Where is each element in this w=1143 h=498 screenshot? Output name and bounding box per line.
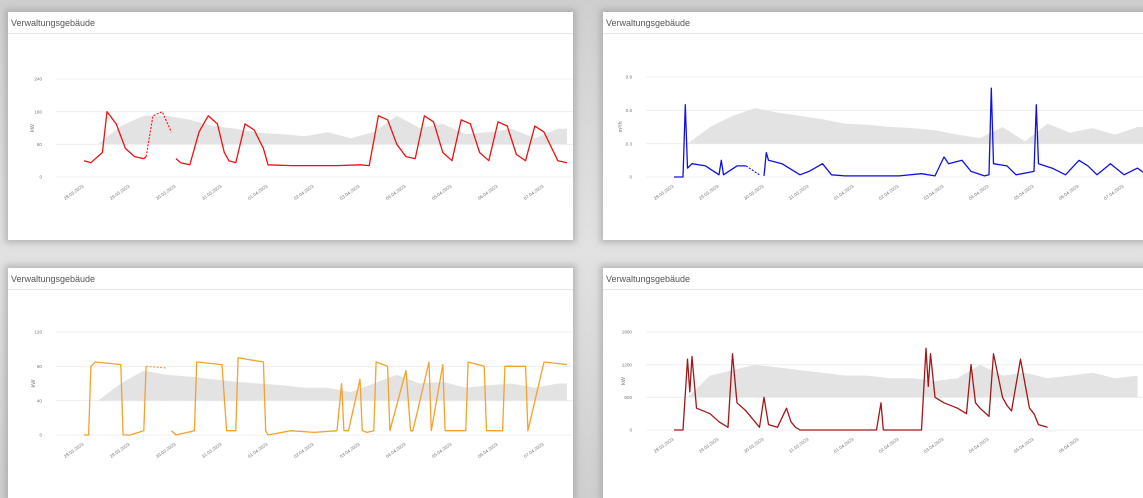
title-divider bbox=[603, 289, 1143, 290]
chart-panel-3: Verwaltungsgebäude 0 40 80 120 kW 28.03.2023 2… bbox=[8, 268, 573, 498]
x-tick-label: 30.03.2023 bbox=[743, 183, 765, 201]
y-axis-label: kW bbox=[30, 123, 36, 132]
y-tick-label: 0 bbox=[39, 175, 42, 180]
x-tick-label: 03.04.2023 bbox=[923, 436, 945, 454]
x-tick-label: 04.04.2023 bbox=[385, 441, 407, 459]
y-tick-label: 0 bbox=[629, 175, 632, 180]
electricity-chart: 0 80 160 240 kW 28.03.2023 29.03.2023 30.03.202… bbox=[30, 77, 573, 201]
x-tick-label: 01.04.2023 bbox=[833, 183, 855, 201]
chart-panel-4: Verwaltungsgebäude 0 600 1200 1800 kW 28.03.2… bbox=[603, 268, 1143, 498]
title-divider bbox=[8, 33, 573, 34]
panel-title: Verwaltungsgebäude bbox=[606, 18, 691, 28]
x-tick-label: 04.04.2023 bbox=[385, 183, 407, 201]
y-tick-label: 600 bbox=[624, 395, 632, 400]
y-tick-label: 0 bbox=[39, 433, 42, 438]
y-tick-label: 0 bbox=[629, 428, 632, 433]
x-tick-label: 05.04.2023 bbox=[431, 183, 453, 201]
x-tick-label: 05.04.2023 bbox=[1013, 436, 1035, 454]
y-tick-label: 80 bbox=[37, 142, 43, 147]
x-tick-label: 29.03.2023 bbox=[698, 183, 720, 201]
x-tick-label: 31.03.2023 bbox=[788, 436, 810, 454]
x-tick-label: 01.04.2023 bbox=[247, 183, 269, 201]
y-axis-label: kW bbox=[621, 376, 627, 385]
series-line-dashed bbox=[145, 110, 172, 157]
x-tick-label: 29.03.2023 bbox=[109, 183, 131, 201]
series-line bbox=[83, 111, 568, 167]
chart-panel-1: Verwaltungsgebäude 0 80 160 240 kW 28.03.2023… bbox=[8, 12, 573, 240]
title-divider bbox=[8, 289, 573, 290]
x-tick-label: 05.04.2023 bbox=[1013, 183, 1035, 201]
x-tick-label: 03.04.2023 bbox=[339, 441, 361, 459]
x-tick-label: 28.03.2023 bbox=[63, 183, 85, 201]
x-tick-label: 28.03.2023 bbox=[63, 441, 85, 459]
x-tick-label: 30.03.2023 bbox=[155, 183, 177, 201]
y-axis-label: kW bbox=[31, 379, 37, 388]
x-tick-label: 30.03.2023 bbox=[155, 441, 177, 459]
y-tick-label: 0.3 bbox=[626, 141, 633, 146]
y-tick-label: 1200 bbox=[622, 362, 633, 367]
x-tick-label: 01.04.2023 bbox=[247, 441, 269, 459]
reference-band bbox=[674, 108, 1143, 144]
x-tick-label: 07.04.2023 bbox=[523, 441, 545, 459]
x-tick-label: 07.04.2023 bbox=[1103, 183, 1125, 201]
reference-band bbox=[84, 115, 567, 145]
x-tick-label: 31.03.2023 bbox=[788, 183, 810, 201]
x-tick-label: 06.04.2023 bbox=[477, 441, 499, 459]
x-tick-label: 30.03.2023 bbox=[743, 436, 765, 454]
chart-panel-2: Verwaltungsgebäude 0 0.3 0.6 0.9 m³/h 28.03.2… bbox=[603, 12, 1143, 240]
panel-title: Verwaltungsgebäude bbox=[11, 18, 96, 28]
x-tick-label: 29.03.2023 bbox=[698, 436, 720, 454]
title-divider bbox=[603, 33, 1143, 34]
x-tick-label: 28.03.2023 bbox=[653, 436, 675, 454]
y-tick-label: 240 bbox=[34, 77, 42, 82]
y-axis-label: m³/h bbox=[618, 122, 624, 133]
y-tick-label: 0.6 bbox=[626, 108, 633, 113]
x-tick-label: 31.03.2023 bbox=[201, 441, 223, 459]
y-tick-label: 120 bbox=[34, 330, 42, 335]
heat-power-chart: 0 600 1200 1800 kW 28.03.2023 29.03.2023 30.03.… bbox=[621, 330, 1143, 454]
flow-chart: 0 0.3 0.6 0.9 m³/h 28.03.2023 29.03.2023 30.03.… bbox=[618, 75, 1143, 201]
series-line bbox=[674, 87, 1143, 178]
series-line bbox=[84, 357, 568, 436]
x-tick-label: 31.03.2023 bbox=[201, 183, 223, 201]
heating-chart: 0 40 80 120 kW 28.03.2023 29.03.2023 30.03.2023… bbox=[31, 330, 573, 459]
series-line bbox=[674, 347, 1048, 431]
x-tick-label: 06.04.2023 bbox=[1058, 183, 1080, 201]
x-tick-label: 29.03.2023 bbox=[109, 441, 131, 459]
x-tick-label: 02.04.2023 bbox=[878, 183, 900, 201]
reference-band bbox=[84, 370, 567, 401]
y-tick-label: 1800 bbox=[622, 330, 633, 335]
x-tick-label: 06.04.2023 bbox=[477, 183, 499, 201]
y-tick-label: 40 bbox=[37, 398, 43, 403]
x-tick-label: 02.04.2023 bbox=[293, 441, 315, 459]
x-tick-label: 02.04.2023 bbox=[878, 436, 900, 454]
x-tick-label: 03.04.2023 bbox=[339, 183, 361, 201]
reference-band bbox=[674, 364, 1138, 398]
x-tick-label: 28.03.2023 bbox=[653, 183, 675, 201]
x-tick-label: 06.04.2023 bbox=[1058, 436, 1080, 454]
panel-title: Verwaltungsgebäude bbox=[11, 274, 96, 284]
x-tick-label: 01.04.2023 bbox=[833, 436, 855, 454]
x-tick-label: 04.04.2023 bbox=[968, 436, 990, 454]
x-tick-label: 05.04.2023 bbox=[431, 441, 453, 459]
y-tick-label: 80 bbox=[37, 364, 43, 369]
panel-title: Verwaltungsgebäude bbox=[606, 274, 691, 284]
y-tick-label: 0.9 bbox=[626, 75, 633, 80]
x-tick-label: 02.04.2023 bbox=[293, 183, 315, 201]
x-tick-label: 04.04.2023 bbox=[968, 183, 990, 201]
series-line-dashed bbox=[745, 165, 760, 176]
y-tick-label: 160 bbox=[34, 109, 42, 114]
x-tick-label: 03.04.2023 bbox=[923, 183, 945, 201]
x-tick-label: 07.04.2023 bbox=[523, 183, 545, 201]
